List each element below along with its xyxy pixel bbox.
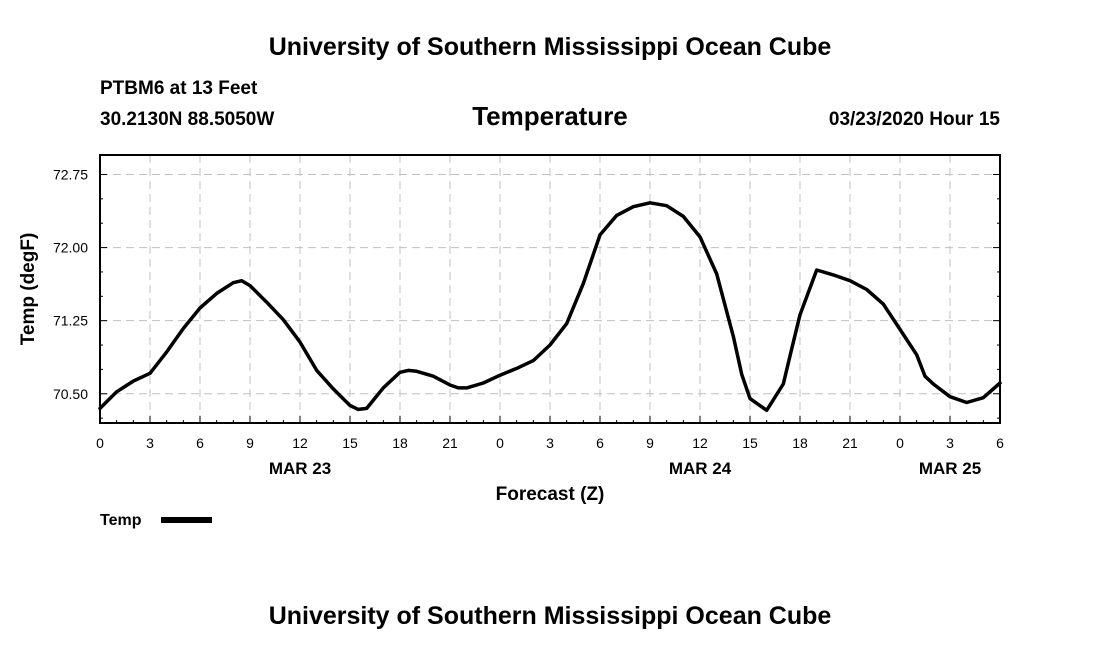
- chart-title-top: University of Southern Mississippi Ocean…: [269, 33, 832, 61]
- x-tick-label: 21: [442, 435, 458, 451]
- tick-labels: 0 3 6 9 12 15 18 21 0 3 6 9 12 15 18 21 0 3 6 70.50 71.25 72.…: [53, 166, 1004, 478]
- x-tick-label: 6: [596, 435, 604, 451]
- grid: [100, 155, 1000, 423]
- x-tick-label: 3: [946, 435, 954, 451]
- y-axis-label: Temp (degF): [18, 233, 39, 346]
- variable-title: Temperature: [472, 101, 628, 131]
- x-tick-label: 0: [896, 435, 904, 451]
- x-tick-label: 15: [742, 435, 758, 451]
- x-tick-label: 6: [196, 435, 204, 451]
- datetime-label: 03/23/2020 Hour 15: [829, 109, 1001, 130]
- x-tick-label: 18: [792, 435, 808, 451]
- chart-title-bottom: University of Southern Mississippi Ocean…: [269, 602, 832, 630]
- date-label: MAR 24: [669, 459, 732, 478]
- series-line-temp: [98, 201, 1002, 413]
- y-tick-label: 70.50: [53, 386, 88, 402]
- coordinates-label: 30.2130N 88.5050W: [100, 109, 274, 130]
- x-tick-label: 6: [996, 435, 1004, 451]
- y-tick-label: 72.00: [53, 240, 88, 256]
- x-tick-label: 12: [692, 435, 708, 451]
- date-label: MAR 23: [269, 459, 331, 478]
- x-tick-label: 9: [246, 435, 254, 451]
- date-label: MAR 25: [919, 459, 981, 478]
- x-axis-label: Forecast (Z): [496, 484, 605, 505]
- x-tick-label: 15: [342, 435, 358, 451]
- x-tick-label: 0: [96, 435, 104, 451]
- x-tick-label: 18: [392, 435, 408, 451]
- legend-label: Temp: [100, 512, 142, 529]
- series-layer: [98, 201, 1002, 413]
- x-tick-label: 0: [496, 435, 504, 451]
- x-tick-label: 3: [146, 435, 154, 451]
- y-tick-label: 72.75: [53, 166, 88, 182]
- x-tick-label: 21: [842, 435, 858, 451]
- station-label: PTBM6 at 13 Feet: [100, 78, 258, 99]
- x-tick-label: 12: [292, 435, 308, 451]
- x-tick-label: 9: [646, 435, 654, 451]
- x-tick-label: 3: [546, 435, 554, 451]
- y-tick-label: 71.25: [53, 313, 88, 329]
- plot-frame: [99, 154, 1001, 424]
